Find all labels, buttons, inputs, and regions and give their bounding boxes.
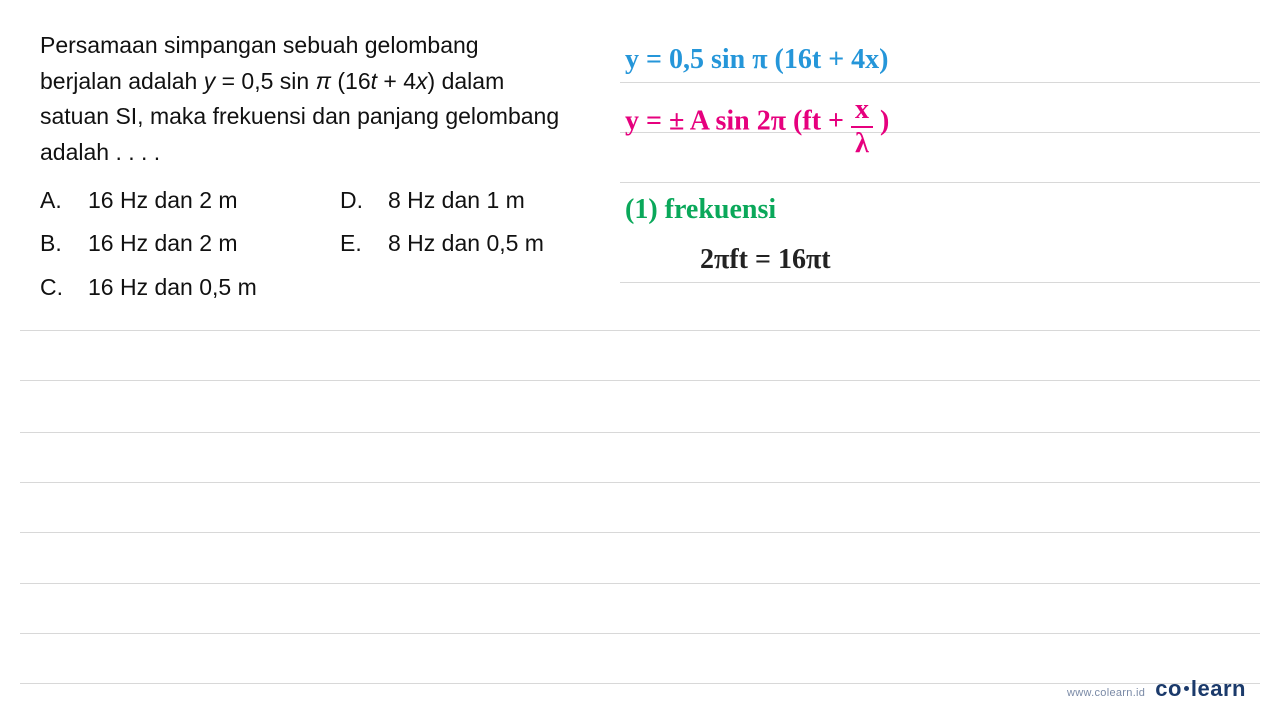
question-line3: satuan SI, maka frekuensi dan panjang ge… bbox=[40, 103, 559, 129]
eq-y: y bbox=[204, 68, 216, 94]
black-eq-text: 2πft = 16πt bbox=[700, 244, 831, 275]
pink-eq-left: y = ± A sin 2π (ft + bbox=[625, 105, 851, 136]
pink-frac-den: λ bbox=[851, 128, 873, 158]
rule-line bbox=[20, 380, 1260, 381]
question-line1: Persamaan simpangan sebuah gelombang bbox=[40, 32, 479, 58]
question-line2a: berjalan adalah bbox=[40, 68, 204, 94]
option-text: 16 Hz dan 0,5 m bbox=[88, 270, 257, 306]
rule-line bbox=[20, 583, 1260, 584]
option-c: C. 16 Hz dan 0,5 m bbox=[40, 270, 340, 306]
option-text: 8 Hz dan 1 m bbox=[388, 183, 525, 219]
eq-close: ) dalam bbox=[428, 68, 505, 94]
dot-icon bbox=[1184, 686, 1189, 691]
option-letter: A. bbox=[40, 183, 70, 219]
option-letter: E. bbox=[340, 226, 370, 262]
rule-line bbox=[20, 432, 1260, 433]
watermark-brand-right: learn bbox=[1191, 676, 1246, 701]
handwritten-black-equation: 2πft = 16πt bbox=[700, 244, 831, 276]
rule-line bbox=[20, 532, 1260, 533]
question-line4: adalah . . . . bbox=[40, 139, 160, 165]
eq-mid: = 0,5 sin bbox=[215, 68, 315, 94]
option-letter: B. bbox=[40, 226, 70, 262]
eq-plus: + 4 bbox=[377, 68, 416, 94]
rule-line-short bbox=[620, 82, 1260, 83]
option-text: 8 Hz dan 0,5 m bbox=[388, 226, 544, 262]
green-label-text: (1) frekuensi bbox=[625, 194, 776, 225]
option-d: D. 8 Hz dan 1 m bbox=[340, 183, 620, 219]
eq-paren: (16 bbox=[331, 68, 371, 94]
option-letter: C. bbox=[40, 270, 70, 306]
watermark-brand-left: co bbox=[1155, 676, 1182, 701]
question-text: Persamaan simpangan sebuah gelombang ber… bbox=[40, 28, 600, 171]
handwritten-blue-equation: y = 0,5 sin π (16t + 4x) bbox=[625, 44, 888, 76]
rule-line-short bbox=[620, 182, 1260, 183]
pink-eq-right: ) bbox=[873, 105, 889, 136]
option-text: 16 Hz dan 2 m bbox=[88, 226, 238, 262]
watermark-logo: colearn bbox=[1155, 676, 1246, 702]
question-block: Persamaan simpangan sebuah gelombang ber… bbox=[40, 28, 600, 305]
pink-frac-num: x bbox=[851, 96, 873, 128]
handwritten-pink-equation: y = ± A sin 2π (ft + xλ ) bbox=[625, 92, 889, 154]
option-letter: D. bbox=[340, 183, 370, 219]
rule-line bbox=[20, 482, 1260, 483]
watermark: www.colearn.id colearn bbox=[1067, 676, 1246, 702]
rule-line bbox=[20, 633, 1260, 634]
pink-fraction: xλ bbox=[851, 96, 873, 158]
option-text: 16 Hz dan 2 m bbox=[88, 183, 238, 219]
rule-line bbox=[20, 330, 1260, 331]
page-root: Persamaan simpangan sebuah gelombang ber… bbox=[0, 0, 1280, 720]
watermark-url: www.colearn.id bbox=[1067, 687, 1145, 699]
blue-eq-text: y = 0,5 sin π (16t + 4x) bbox=[625, 44, 888, 75]
option-b: B. 16 Hz dan 2 m bbox=[40, 226, 340, 262]
option-a: A. 16 Hz dan 2 m bbox=[40, 183, 340, 219]
handwritten-green-label: (1) frekuensi bbox=[625, 194, 776, 226]
eq-pi: π bbox=[316, 68, 331, 94]
option-e: E. 8 Hz dan 0,5 m bbox=[340, 226, 620, 262]
eq-x: x bbox=[416, 68, 428, 94]
options-grid: A. 16 Hz dan 2 m D. 8 Hz dan 1 m B. 16 H… bbox=[40, 183, 600, 306]
